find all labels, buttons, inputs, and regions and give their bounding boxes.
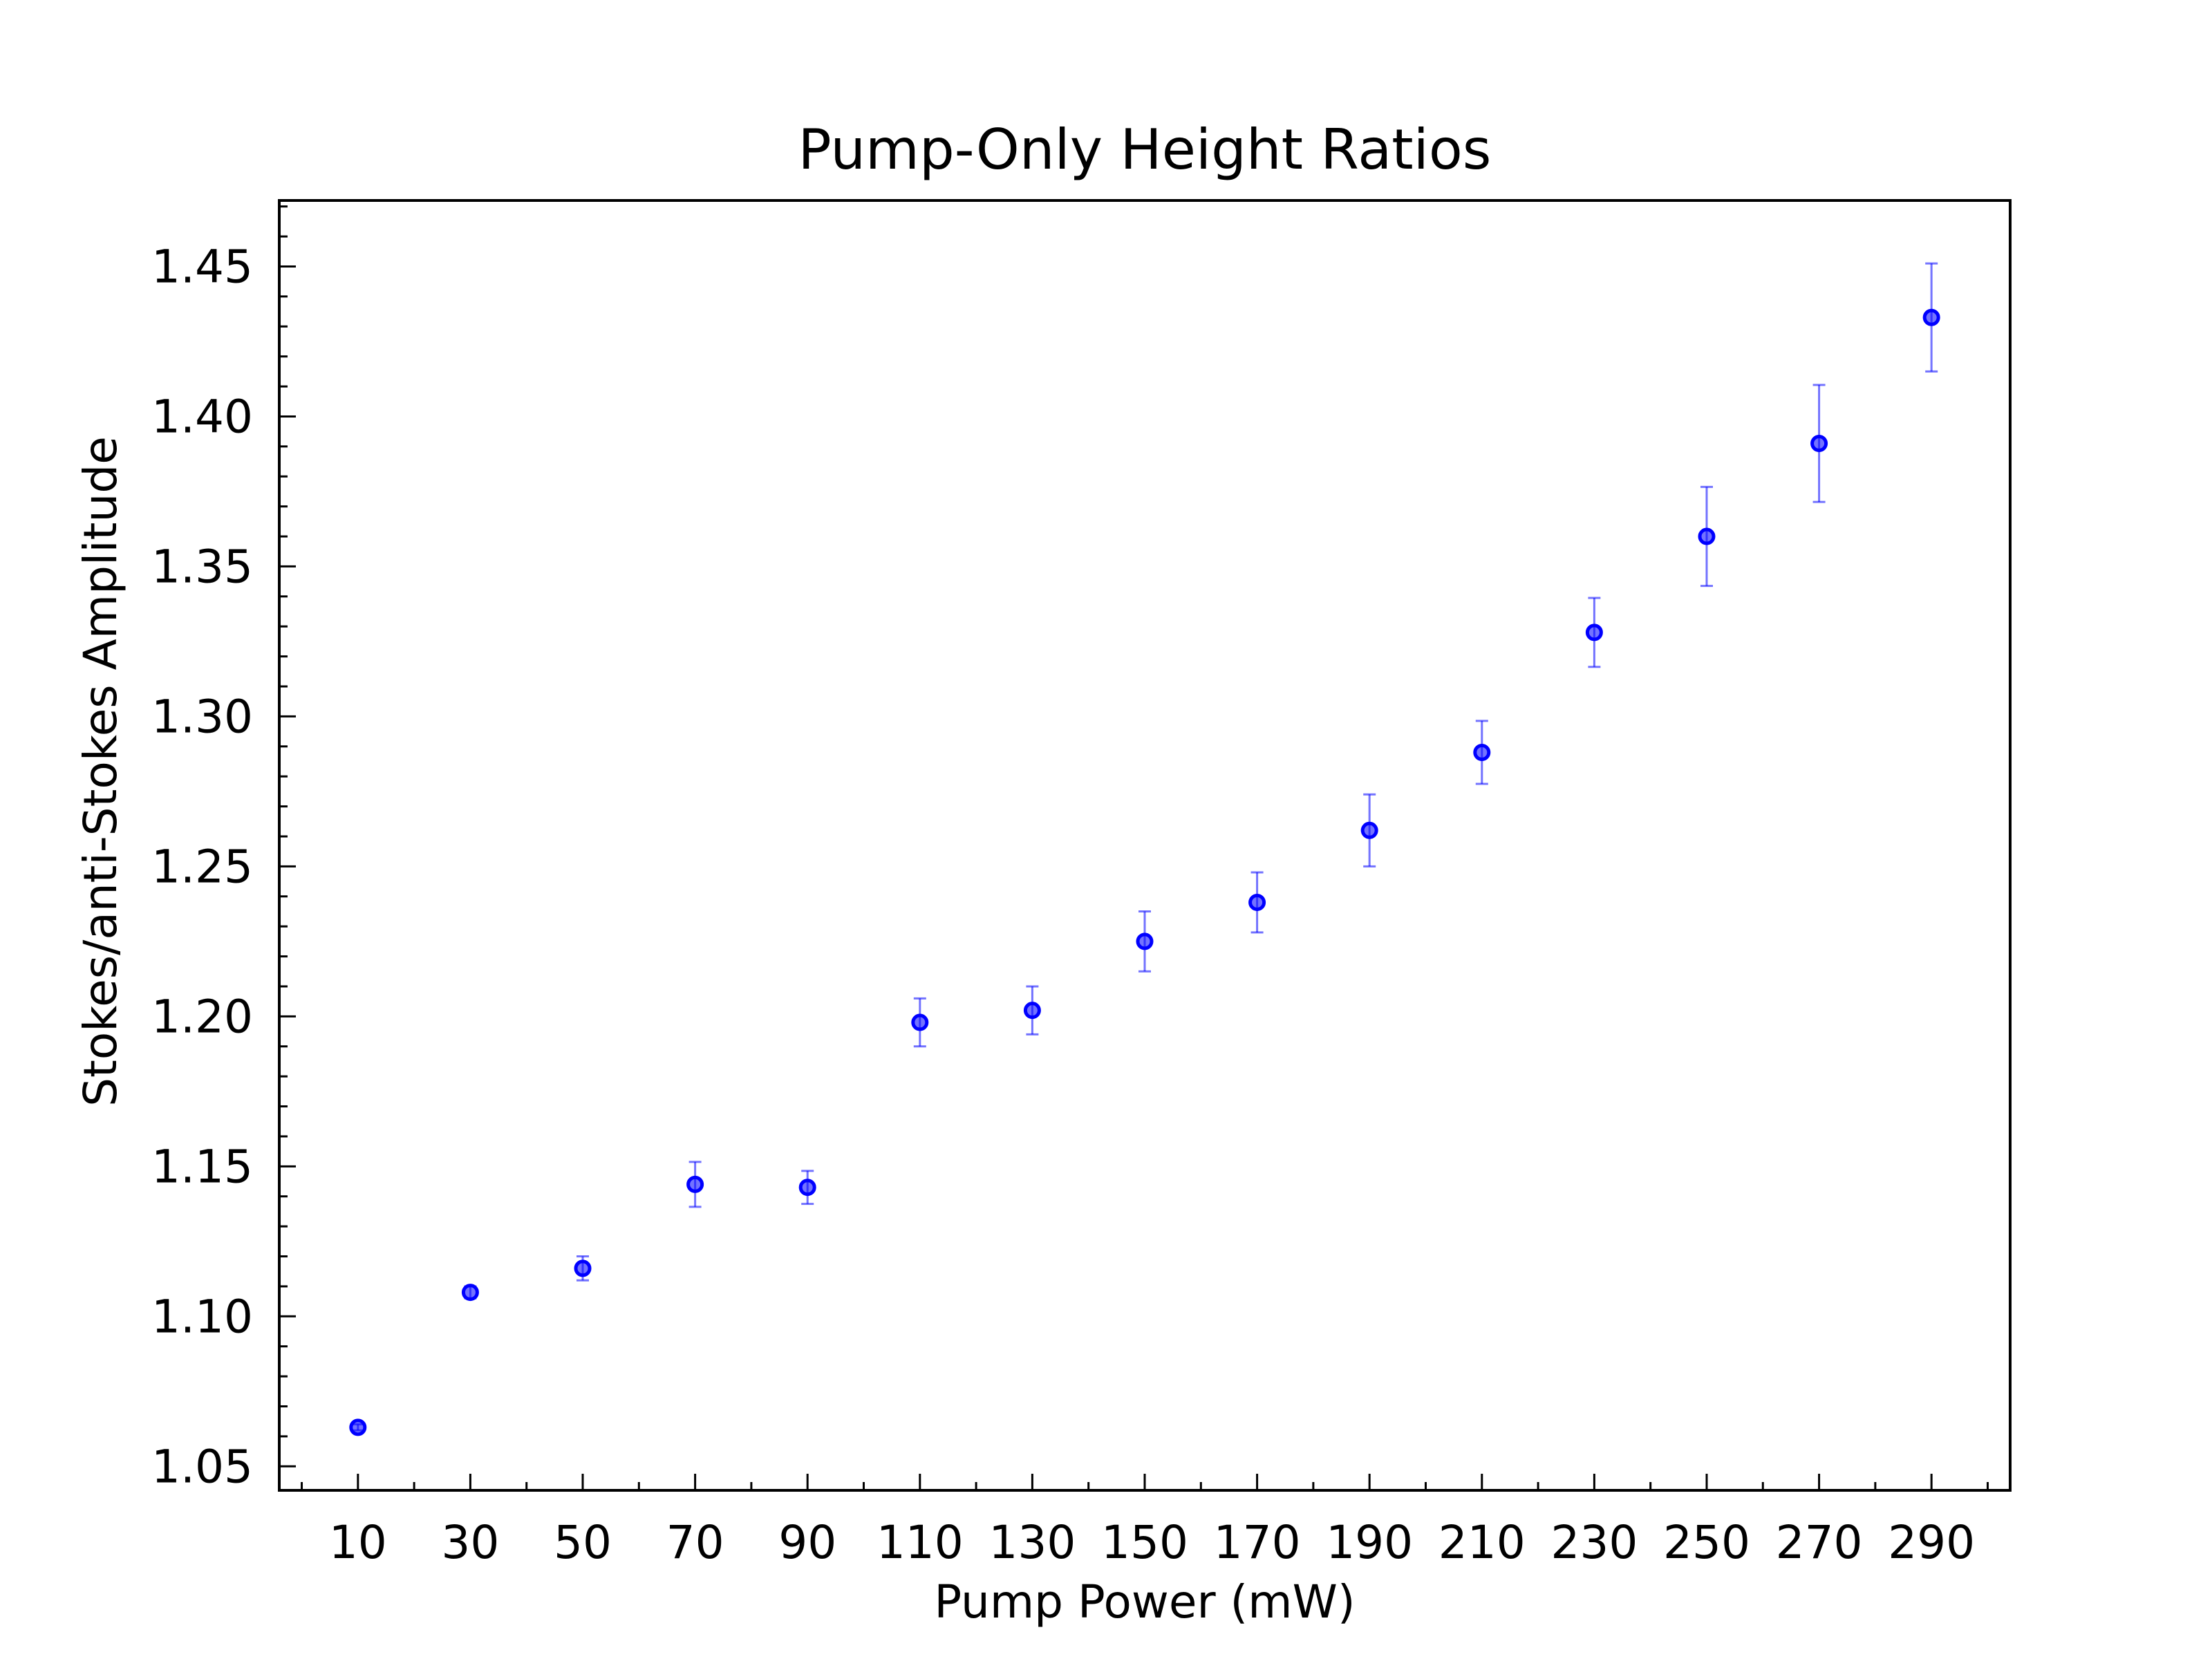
- x-tick-label: 30: [441, 1516, 499, 1569]
- y-tick-label: 1.40: [151, 390, 253, 443]
- data-point: [686, 1175, 704, 1193]
- x-tick-labels: 10 30 50 70 90 110 130 150 170 190 210 230 250 270 290: [329, 1516, 1975, 1569]
- y-tick-label: 1.35: [151, 540, 253, 593]
- x-tick-label: 270: [1776, 1516, 1863, 1569]
- y-tick-label: 1.10: [151, 1290, 253, 1343]
- x-tick-label: 150: [1101, 1516, 1188, 1569]
- data-point: [798, 1179, 816, 1197]
- y-tick-label: 1.45: [151, 240, 253, 293]
- y-axis-label: Stokes/anti-Stokes Amplitude: [74, 436, 127, 1107]
- y-tick-label: 1.20: [151, 990, 253, 1043]
- minor-ticks: [279, 205, 1989, 1490]
- x-tick-label: 110: [877, 1516, 964, 1569]
- x-tick-label: 290: [1888, 1516, 1975, 1569]
- data-points: [349, 308, 1940, 1436]
- data-point: [1922, 308, 1940, 326]
- data-point: [1360, 821, 1378, 839]
- data-point: [1023, 1002, 1041, 1020]
- major-ticks: [279, 265, 1933, 1490]
- plot-frame: [278, 199, 2012, 1492]
- error-bars: [351, 262, 1938, 1432]
- x-tick-label: 170: [1214, 1516, 1301, 1569]
- x-tick-label: 70: [666, 1516, 724, 1569]
- data-point: [1473, 743, 1491, 761]
- x-tick-label: 10: [329, 1516, 387, 1569]
- y-tick-label: 1.30: [151, 690, 253, 743]
- data-point: [349, 1418, 367, 1436]
- data-point: [1585, 624, 1603, 641]
- chart-title: Pump-Only Height Ratios: [798, 118, 1492, 182]
- x-axis-label: Pump Power (mW): [934, 1575, 1355, 1629]
- data-point: [911, 1013, 929, 1031]
- x-tick-label: 50: [554, 1516, 612, 1569]
- data-point: [574, 1259, 592, 1277]
- x-tick-label: 90: [778, 1516, 836, 1569]
- x-tick-label: 230: [1550, 1516, 1638, 1569]
- y-tick-label: 1.05: [151, 1440, 253, 1493]
- y-tick-label: 1.25: [151, 840, 253, 893]
- data-point: [1136, 932, 1154, 950]
- data-point: [1698, 527, 1716, 545]
- y-tick-labels: 1.05 1.10 1.15 1.20 1.25 1.30 1.35 1.40 1.45: [151, 240, 253, 1493]
- y-tick-label: 1.15: [151, 1140, 253, 1193]
- data-point: [1248, 893, 1266, 911]
- x-tick-label: 250: [1663, 1516, 1750, 1569]
- x-tick-label: 210: [1438, 1516, 1526, 1569]
- x-tick-label: 190: [1326, 1516, 1413, 1569]
- data-point: [461, 1284, 479, 1302]
- data-point: [1810, 435, 1828, 453]
- x-tick-label: 130: [988, 1516, 1076, 1569]
